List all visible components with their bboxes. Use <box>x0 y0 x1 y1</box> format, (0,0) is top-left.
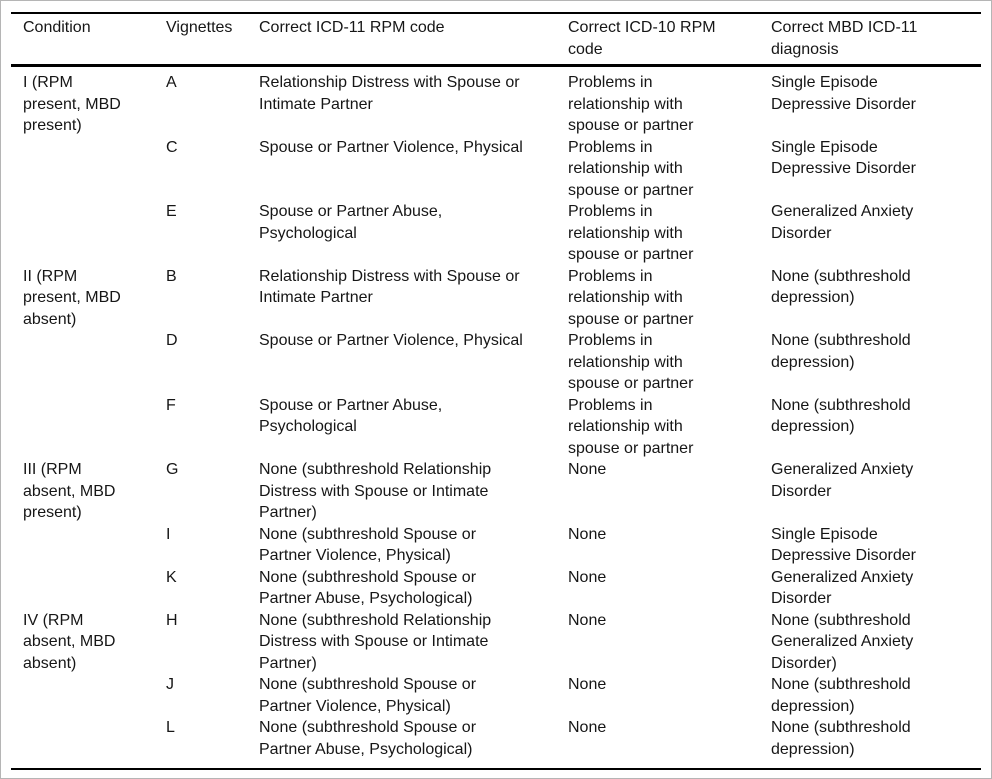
vignette-coding-table: Condition Vignettes Correct ICD-11 RPM c… <box>11 12 981 770</box>
vignette-cell: E <box>166 203 177 220</box>
icd11-rpm-code-cell: Spouse or Partner Abuse, Psychological <box>259 396 443 436</box>
table-row: J None (subthreshold Spouse or Partner Vi… <box>11 674 981 717</box>
icd11-rpm-code-cell: Relationship Distress with Spouse or Int… <box>259 74 520 113</box>
icd11-rpm-code-cell: Spouse or Partner Violence, Physical <box>259 138 523 156</box>
icd10-rpm-code-cell: None <box>568 568 607 586</box>
col-header-condition: Condition <box>11 13 166 67</box>
icd11-rpm-code-cell: Spouse or Partner Abuse, Psychological <box>259 203 443 242</box>
mbd-diagnosis-cell: None (subthreshold depression) <box>771 719 911 758</box>
icd10-rpm-code-cell: Problems in relationship with spouse or … <box>568 138 694 199</box>
vignette-cell: I <box>166 525 171 543</box>
icd11-rpm-code-cell: None (subthreshold Relationship Distress… <box>259 461 492 521</box>
table-row: I None (subthreshold Spouse or Partner Vi… <box>11 524 981 567</box>
mbd-diagnosis-cell: None (subthreshold Generalized Anxiety D… <box>771 611 914 672</box>
icd11-rpm-code-cell: Relationship Distress with Spouse or Int… <box>259 267 520 307</box>
mbd-diagnosis-cell: None (subthreshold depression) <box>771 676 911 715</box>
vignette-cell: L <box>166 719 175 736</box>
condition-cell: IV (RPM absent, MBD absent) <box>23 611 116 672</box>
icd10-rpm-code-cell: None <box>568 611 607 629</box>
icd10-rpm-code-cell: Problems in relationship with spouse or … <box>568 203 694 263</box>
table-row: IV (RPM absent, MBD absent) H None (subthr… <box>11 610 981 675</box>
mbd-diagnosis-cell: Generalized Anxiety Disorder <box>771 568 914 608</box>
col-header-icd10-rpm-code: Correct ICD-10 RPM code <box>568 13 771 67</box>
table-row: L None (subthreshold Spouse or Partner Ab… <box>11 717 981 769</box>
table-row: I (RPM present, MBD present) A Relationshi… <box>11 66 981 137</box>
vignette-cell: A <box>166 74 177 91</box>
table-body: I (RPM present, MBD present) A Relationshi… <box>11 66 981 770</box>
mbd-diagnosis-cell: None (subthreshold depression) <box>771 332 911 371</box>
icd10-rpm-code-cell: None <box>568 461 607 478</box>
table-row: K None (subthreshold Spouse or Partner Ab… <box>11 567 981 610</box>
table-row: III (RPM absent, MBD present) G None (subt… <box>11 459 981 524</box>
condition-cell: I (RPM present, MBD present) <box>23 74 121 134</box>
table-row: C Spouse or Partner Violence, Physical Pro… <box>11 137 981 202</box>
icd11-rpm-code-cell: None (subthreshold Spouse or Partner Abu… <box>259 719 477 758</box>
icd11-rpm-code-cell: Spouse or Partner Violence, Physical <box>259 332 523 349</box>
vignette-cell: J <box>166 676 174 693</box>
icd10-rpm-code-cell: Problems in relationship with spouse or … <box>568 267 694 328</box>
table-row: F Spouse or Partner Abuse, Psychological P… <box>11 395 981 460</box>
icd10-rpm-code-cell: None <box>568 676 607 693</box>
icd10-rpm-code-cell: Problems in relationship with spouse or … <box>568 396 694 457</box>
col-header-vignettes: Vignettes <box>166 13 259 67</box>
mbd-diagnosis-cell: Generalized Anxiety Disorder <box>771 461 914 500</box>
table-row: E Spouse or Partner Abuse, Psychological P… <box>11 201 981 266</box>
mbd-diagnosis-cell: Single Episode Depressive Disorder <box>771 74 916 113</box>
header-row: Condition Vignettes Correct ICD-11 RPM c… <box>11 13 981 67</box>
vignette-cell: B <box>166 267 177 285</box>
condition-cell: III (RPM absent, MBD present) <box>23 461 116 521</box>
mbd-diagnosis-cell: None (subthreshold depression) <box>771 396 911 436</box>
icd11-rpm-code-cell: None (subthreshold Relationship Distress… <box>259 611 492 672</box>
mbd-diagnosis-cell: Generalized Anxiety Disorder <box>771 203 914 242</box>
icd10-rpm-code-cell: None <box>568 719 607 736</box>
vignette-cell: K <box>166 568 177 586</box>
vignette-cell: G <box>166 461 179 478</box>
table-header: Condition Vignettes Correct ICD-11 RPM c… <box>11 13 981 67</box>
mbd-diagnosis-cell: Single Episode Depressive Disorder <box>771 138 916 178</box>
icd10-rpm-code-cell: Problems in relationship with spouse or … <box>568 74 694 134</box>
icd10-rpm-code-cell: Problems in relationship with spouse or … <box>568 332 694 392</box>
table-row: D Spouse or Partner Violence, Physical Pro… <box>11 330 981 395</box>
vignette-cell: H <box>166 611 178 629</box>
vignette-cell: F <box>166 396 176 414</box>
mbd-diagnosis-cell: None (subthreshold depression) <box>771 267 911 307</box>
icd11-rpm-code-cell: None (subthreshold Spouse or Partner Vio… <box>259 525 477 565</box>
col-header-mbd-icd11-diagnosis: Correct MBD ICD-11 diagnosis <box>771 13 981 67</box>
col-header-icd11-rpm-code: Correct ICD-11 RPM code <box>259 13 568 67</box>
vignette-cell: C <box>166 138 178 156</box>
table-row: II (RPM present, MBD absent) B Relationshi… <box>11 266 981 331</box>
icd11-rpm-code-cell: None (subthreshold Spouse or Partner Vio… <box>259 676 477 715</box>
icd10-rpm-code-cell: None <box>568 525 607 543</box>
mbd-diagnosis-cell: Single Episode Depressive Disorder <box>771 525 916 565</box>
icd11-rpm-code-cell: None (subthreshold Spouse or Partner Abu… <box>259 568 477 608</box>
vignette-cell: D <box>166 332 178 349</box>
condition-cell: II (RPM present, MBD absent) <box>23 267 121 328</box>
